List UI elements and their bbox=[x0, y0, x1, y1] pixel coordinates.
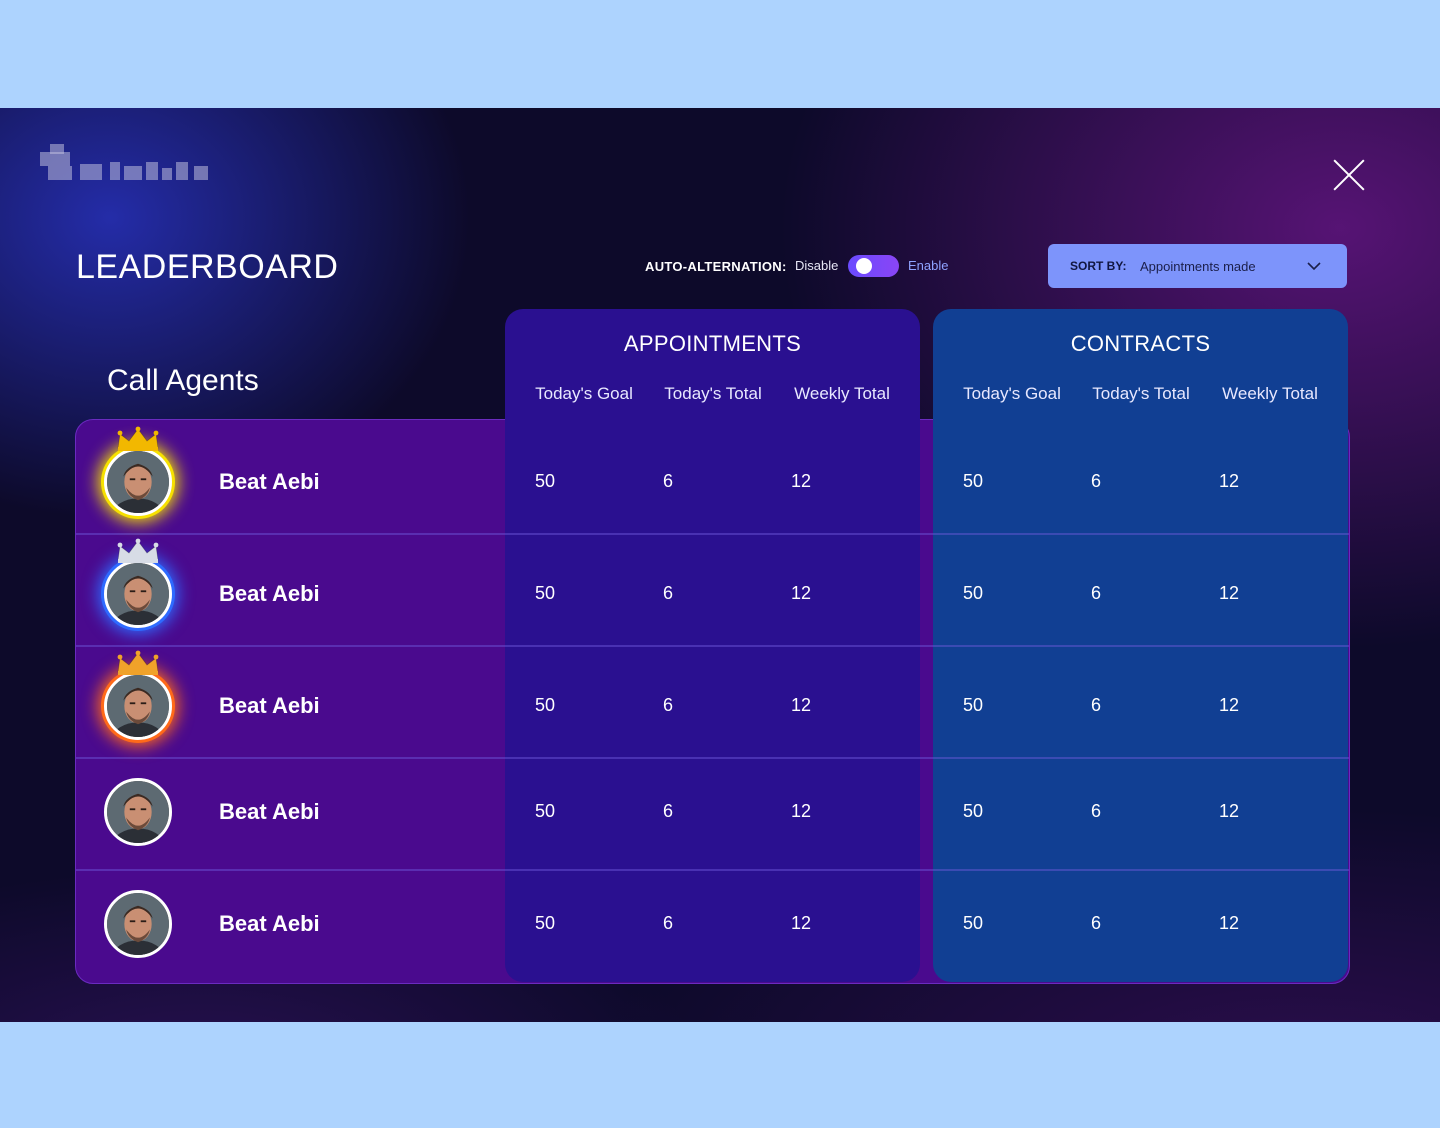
sort-label: SORT BY: bbox=[1070, 259, 1127, 273]
appointments-weekly-total-header: Weekly Total bbox=[794, 384, 890, 403]
contracts-todays-goal-cell: 50 bbox=[962, 583, 984, 603]
agent-name: Beat Aebi bbox=[219, 911, 320, 936]
auto-alternation-label: AUTO-ALTERNATION: bbox=[645, 259, 787, 274]
contracts-weekly-total-cell: 12 bbox=[1218, 913, 1240, 933]
crown-icon bbox=[117, 650, 159, 675]
contracts-column-group: CONTRACTS Today's Goal Today's Total Wee… bbox=[933, 309, 1348, 982]
brand-logo bbox=[40, 144, 210, 188]
page-title: LEADERBOARD bbox=[76, 248, 339, 286]
appointments-todays-total-cell: 6 bbox=[662, 913, 673, 933]
sort-value: Appointments made bbox=[1140, 259, 1256, 274]
avatar bbox=[104, 560, 172, 628]
appointments-todays-goal-cell: 50 bbox=[534, 801, 556, 821]
contracts-todays-goal-cell: 50 bbox=[962, 471, 984, 491]
appointments-todays-total-header: Today's Total bbox=[664, 384, 762, 403]
crown-icon bbox=[117, 426, 159, 451]
contracts-todays-total-cell: 6 bbox=[1090, 913, 1101, 933]
chevron-down-icon bbox=[1307, 262, 1321, 271]
agent-name: Beat Aebi bbox=[219, 799, 320, 824]
contracts-todays-total-cell: 6 bbox=[1090, 583, 1101, 603]
contracts-weekly-total-cell: 12 bbox=[1218, 471, 1240, 491]
appointments-todays-total-cell: 6 bbox=[662, 471, 673, 491]
toggle-knob bbox=[856, 258, 872, 274]
contracts-weekly-total-cell: 12 bbox=[1218, 583, 1240, 603]
contracts-todays-total-cell: 6 bbox=[1090, 801, 1101, 821]
appointments-weekly-total-cell: 12 bbox=[790, 695, 812, 715]
avatar-wrapper bbox=[104, 538, 172, 628]
avatar bbox=[104, 448, 172, 516]
table-row[interactable]: Beat Aebi 50 6 12 50 6 12 bbox=[76, 538, 1349, 650]
sort-dropdown[interactable]: SORT BY: Appointments made bbox=[1048, 244, 1347, 288]
table-row[interactable]: Beat Aebi 50 6 12 50 6 12 bbox=[76, 426, 1349, 538]
row-divider bbox=[76, 869, 1349, 871]
contracts-todays-goal-cell: 50 bbox=[962, 913, 984, 933]
close-icon[interactable] bbox=[1332, 158, 1366, 192]
row-divider bbox=[76, 645, 1349, 647]
avatar-wrapper bbox=[104, 778, 172, 846]
appointments-todays-goal-cell: 50 bbox=[534, 913, 556, 933]
contracts-todays-goal-cell: 50 bbox=[962, 801, 984, 821]
toggle-disable-label: Disable bbox=[795, 258, 839, 273]
avatar-wrapper bbox=[104, 890, 172, 958]
toggle-enable-label: Enable bbox=[908, 258, 949, 273]
avatar bbox=[104, 890, 172, 958]
auto-alternation-toggle[interactable] bbox=[848, 255, 899, 277]
avatar-wrapper bbox=[104, 650, 172, 740]
contracts-title: CONTRACTS bbox=[1070, 331, 1211, 356]
contracts-todays-total-header: Today's Total bbox=[1092, 384, 1190, 403]
avatar bbox=[104, 672, 172, 740]
call-agents-heading: Call Agents bbox=[107, 364, 259, 397]
appointments-weekly-total-cell: 12 bbox=[790, 801, 812, 821]
contracts-weekly-total-cell: 12 bbox=[1218, 801, 1240, 821]
appointments-todays-goal-header: Today's Goal bbox=[535, 384, 633, 403]
appointments-todays-goal-cell: 50 bbox=[534, 471, 556, 491]
contracts-todays-total-cell: 6 bbox=[1090, 471, 1101, 491]
table-row[interactable]: Beat Aebi 50 6 12 50 6 12 bbox=[76, 650, 1349, 762]
appointments-todays-goal-cell: 50 bbox=[534, 695, 556, 715]
appointments-weekly-total-cell: 12 bbox=[790, 471, 812, 491]
leaderboard-screen: LEADERBOARD AUTO-ALTERNATION: Disable En… bbox=[0, 108, 1440, 1022]
appointments-todays-total-cell: 6 bbox=[662, 583, 673, 603]
avatar bbox=[104, 778, 172, 846]
row-divider bbox=[76, 533, 1349, 535]
appointments-weekly-total-cell: 12 bbox=[790, 583, 812, 603]
avatar-wrapper bbox=[104, 426, 172, 516]
table-row[interactable]: Beat Aebi 50 6 12 50 6 12 bbox=[76, 868, 1349, 980]
appointments-title: APPOINTMENTS bbox=[623, 331, 802, 356]
appointments-todays-total-cell: 6 bbox=[662, 801, 673, 821]
appointments-todays-total-cell: 6 bbox=[662, 695, 673, 715]
contracts-todays-goal-header: Today's Goal bbox=[963, 384, 1061, 403]
contracts-todays-total-cell: 6 bbox=[1090, 695, 1101, 715]
agent-name: Beat Aebi bbox=[219, 693, 320, 718]
agent-name: Beat Aebi bbox=[219, 581, 320, 606]
appointments-weekly-total-cell: 12 bbox=[790, 913, 812, 933]
row-divider bbox=[76, 757, 1349, 759]
crown-icon bbox=[117, 538, 159, 563]
appointments-todays-goal-cell: 50 bbox=[534, 583, 556, 603]
contracts-weekly-total-header: Weekly Total bbox=[1222, 384, 1318, 403]
contracts-weekly-total-cell: 12 bbox=[1218, 695, 1240, 715]
agent-name: Beat Aebi bbox=[219, 469, 320, 494]
table-row[interactable]: Beat Aebi 50 6 12 50 6 12 bbox=[76, 756, 1349, 868]
appointments-column-group: APPOINTMENTS Today's Goal Today's Total … bbox=[505, 309, 920, 982]
contracts-todays-goal-cell: 50 bbox=[962, 695, 984, 715]
